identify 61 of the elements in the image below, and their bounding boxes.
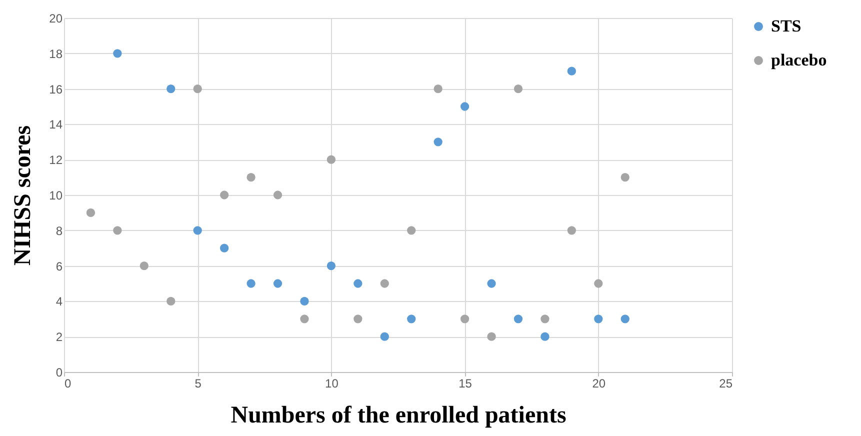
point — [380, 332, 389, 341]
x-tick-label: 15 — [458, 376, 472, 390]
point — [166, 296, 176, 306]
point — [273, 279, 282, 288]
point — [460, 102, 470, 111]
y-tick-label: 4 — [56, 294, 63, 309]
x-axis-title: Numbers of the enrolled patients — [230, 402, 566, 428]
point — [354, 314, 362, 324]
legend-label: placebo — [771, 50, 827, 70]
point — [246, 279, 256, 288]
point — [487, 332, 496, 341]
point — [434, 84, 442, 94]
point — [113, 49, 122, 58]
y-tick-label: 20 — [49, 12, 63, 26]
point — [220, 190, 229, 200]
point — [620, 172, 630, 182]
y-tick-label: 14 — [49, 118, 63, 132]
point — [620, 314, 630, 324]
point — [487, 279, 496, 288]
point — [113, 226, 122, 235]
point — [140, 261, 148, 270]
legend-label: STS — [771, 16, 802, 36]
y-axis-title: NIHSS scores — [10, 125, 36, 266]
x-tick-label: 0 — [64, 376, 72, 390]
point — [567, 66, 576, 76]
y-tick-label: 18 — [49, 46, 63, 61]
point — [514, 314, 523, 324]
y-tick-label: 16 — [49, 82, 63, 96]
point — [220, 244, 229, 252]
y-tick-label: 8 — [56, 224, 63, 238]
y-tick-label: 2 — [56, 330, 63, 344]
point — [514, 84, 523, 94]
x-tick-label: 10 — [325, 376, 339, 390]
y-tick-label: 10 — [49, 188, 63, 202]
point — [594, 314, 603, 324]
point — [407, 226, 416, 235]
y-tick-label: 0 — [56, 366, 63, 380]
point — [193, 84, 202, 94]
point — [246, 172, 256, 182]
point — [540, 314, 550, 324]
point — [86, 208, 96, 218]
point — [434, 138, 442, 146]
point — [354, 279, 362, 288]
point — [300, 296, 309, 306]
x-tick-label: 5 — [194, 376, 202, 390]
point — [594, 279, 603, 288]
point — [193, 226, 202, 235]
y-tick-label: 6 — [56, 259, 63, 274]
point — [273, 190, 282, 200]
y-tick-label: 12 — [49, 153, 63, 168]
x-tick-label: 20 — [592, 376, 606, 390]
point — [300, 314, 309, 324]
point — [326, 261, 336, 270]
point — [460, 314, 470, 324]
x-tick-label: 25 — [719, 376, 733, 390]
point — [540, 332, 550, 341]
point — [567, 226, 576, 235]
point — [407, 314, 416, 324]
point — [326, 155, 336, 164]
point — [380, 279, 389, 288]
point — [166, 84, 176, 94]
